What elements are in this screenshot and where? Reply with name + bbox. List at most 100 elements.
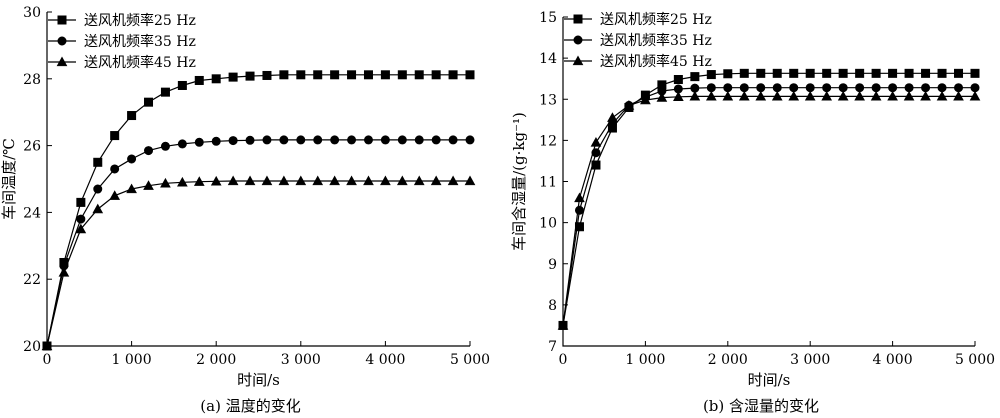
data-point-series-2: [245, 135, 255, 145]
data-point-series-2: [76, 214, 86, 224]
data-point-series-3: [788, 90, 800, 101]
data-point-series-3: [143, 180, 154, 190]
legend-label-3: 送风机频率45 Hz: [84, 54, 196, 71]
series-line-2: [46, 139, 470, 347]
data-point-series-3: [41, 340, 53, 351]
data-point-series-2: [211, 136, 221, 146]
data-point-series-2: [954, 83, 964, 93]
data-point-series-1: [789, 68, 799, 78]
data-point-series-2: [144, 146, 154, 156]
data-point-series-1: [414, 70, 424, 80]
data-point-series-3: [210, 175, 222, 186]
data-point-series-1: [76, 197, 86, 207]
data-point-series-1: [313, 70, 323, 80]
data-point-series-1: [262, 70, 272, 80]
data-point-series-2: [313, 135, 323, 145]
temperature-chart: 20 22 24 26 28 30 0 1 000 2 000 3 000 4 000 5 000 时间…: [0, 5, 490, 415]
data-point-series-2: [904, 83, 914, 93]
data-point-series-1: [756, 68, 766, 78]
data-point-series-2: [414, 135, 424, 145]
data-point-series-1: [855, 68, 865, 78]
y-tick-label: 12: [539, 133, 557, 149]
data-point-series-3: [804, 90, 816, 101]
data-point-series-2: [739, 83, 749, 93]
humidity-chart: 7 8 9 10 11 12 13 14 15 0 1 000 2 000 3 000 4 000 5 00…: [510, 10, 995, 415]
data-point-series-1: [194, 75, 204, 85]
data-point-series-1: [871, 68, 881, 78]
y-tick-label: 30: [23, 5, 41, 21]
data-point-series-2: [380, 135, 390, 145]
y-tick-label: 28: [23, 72, 41, 88]
data-point-series-1: [822, 68, 832, 78]
legend-marker-2: [573, 35, 583, 45]
y-tick-label: 8: [548, 298, 557, 314]
data-point-series-3: [363, 175, 374, 186]
data-point-series-1: [228, 72, 238, 82]
data-point-series-3: [837, 90, 849, 101]
x-tick-label: 4 000: [365, 352, 405, 368]
data-point-series-1: [347, 70, 357, 80]
data-point-series-3: [920, 90, 931, 101]
data-point-series-1: [888, 68, 898, 78]
data-point-series-2: [262, 135, 272, 145]
data-point-series-3: [887, 90, 898, 101]
data-point-series-1: [937, 68, 947, 78]
data-point-series-3: [969, 90, 981, 101]
data-point-series-2: [465, 135, 475, 145]
data-point-series-1: [805, 68, 815, 78]
data-point-series-1: [465, 70, 475, 80]
data-point-series-3: [75, 223, 87, 234]
data-point-series-1: [690, 72, 700, 82]
data-point-series-2: [937, 83, 947, 93]
y-tick-label: 20: [23, 339, 41, 355]
data-point-series-2: [363, 135, 373, 145]
data-point-series-2: [970, 83, 980, 93]
x-tick-label: 3 000: [790, 352, 830, 368]
data-point-series-3: [430, 175, 442, 186]
data-point-series-3: [109, 190, 121, 200]
data-point-series-3: [329, 175, 340, 186]
data-point-series-1: [970, 68, 980, 78]
y-tick-label: 11: [539, 175, 557, 191]
data-point-series-2: [574, 205, 584, 215]
y-tick-label: 7: [548, 339, 557, 355]
x-tick-label: 0: [43, 352, 52, 368]
data-point-series-1: [296, 70, 306, 80]
data-point-series-3: [821, 90, 833, 101]
data-point-series-3: [870, 90, 882, 101]
data-point-series-3: [244, 175, 256, 186]
data-point-series-2: [723, 83, 733, 93]
data-point-series-3: [413, 175, 425, 186]
x-tick-label: 1 000: [625, 352, 665, 368]
legend-label-2: 送风机频率35 Hz: [600, 32, 712, 49]
data-point-series-2: [296, 135, 306, 145]
data-point-series-2: [805, 83, 815, 93]
y-axis-title: 车间含湿量/(g·kg⁻¹): [510, 112, 528, 251]
data-point-series-3: [673, 91, 684, 101]
data-point-series-2: [431, 135, 441, 145]
data-point-series-2: [93, 184, 103, 194]
data-point-series-2: [127, 154, 137, 164]
data-point-series-3: [590, 136, 602, 147]
data-point-series-1: [93, 157, 103, 167]
data-point-series-1: [211, 74, 221, 84]
data-point-series-2: [822, 83, 832, 93]
data-point-series-1: [921, 68, 931, 78]
data-point-series-3: [346, 175, 357, 186]
data-point-series-2: [279, 135, 289, 145]
data-point-series-2: [871, 83, 881, 93]
data-point-series-1: [591, 160, 601, 170]
data-point-series-1: [177, 80, 187, 90]
data-point-series-3: [464, 175, 476, 186]
data-point-series-3: [58, 267, 70, 277]
data-point-series-1: [110, 131, 120, 141]
x-axis-title: 时间/s: [237, 371, 280, 389]
data-point-series-3: [854, 90, 865, 101]
data-point-series-2: [756, 83, 766, 93]
legend-label-1: 送风机频率25 Hz: [84, 12, 196, 29]
data-point-series-2: [855, 83, 865, 93]
y-tick-label: 24: [23, 205, 41, 221]
data-point-series-1: [772, 68, 782, 78]
data-point-series-2: [772, 83, 782, 93]
data-point-series-1: [127, 111, 137, 121]
